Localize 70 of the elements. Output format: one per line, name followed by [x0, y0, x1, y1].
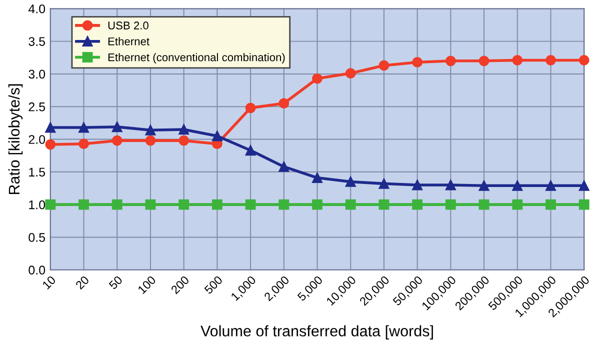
point	[78, 122, 89, 133]
legend-label: Ethernet	[108, 37, 150, 46]
point	[145, 135, 156, 146]
point	[578, 199, 590, 210]
point	[112, 122, 122, 132]
point	[512, 199, 523, 210]
point	[245, 145, 256, 156]
point	[578, 180, 590, 191]
point	[312, 199, 322, 210]
x-tick-label: 200	[170, 275, 190, 294]
y-tick-label: 1.0	[29, 200, 46, 210]
legend-label: Ethernet (conventional combination)	[108, 53, 285, 64]
point	[445, 56, 456, 66]
point	[478, 180, 490, 191]
point	[278, 161, 290, 172]
point	[78, 138, 89, 150]
point	[212, 199, 222, 210]
point	[412, 56, 423, 68]
point	[178, 124, 190, 135]
point	[478, 199, 490, 210]
point	[278, 199, 290, 210]
legend-label: USB 2.0	[108, 22, 148, 30]
point	[245, 199, 256, 210]
y-tick-label: 4.0	[28, 4, 46, 14]
point	[78, 199, 89, 210]
point	[546, 199, 556, 210]
y-tick-label: 0.5	[28, 233, 46, 242]
point	[145, 124, 156, 136]
y-tick-label: 1.5	[29, 168, 46, 177]
point	[212, 130, 222, 142]
point	[412, 199, 423, 210]
point	[178, 199, 190, 210]
point	[345, 68, 356, 79]
x-tick-label: 50	[108, 275, 123, 290]
point	[578, 55, 590, 66]
point	[45, 139, 56, 150]
x-axis-title: Volume of transferred data [words]	[200, 325, 433, 340]
point	[178, 135, 190, 146]
point	[546, 55, 556, 66]
point	[378, 60, 390, 71]
x-tick-label: 20	[75, 275, 90, 290]
point	[112, 135, 122, 146]
point	[512, 55, 523, 66]
point	[245, 102, 256, 114]
point	[445, 199, 456, 210]
point	[278, 98, 290, 109]
x-tick-label: 10	[42, 275, 56, 290]
y-axis-title: Ratio [kilobyte/s]	[8, 84, 23, 194]
point	[45, 199, 56, 210]
point	[312, 172, 322, 184]
point	[112, 199, 122, 210]
y-tick-label: 2.0	[28, 135, 46, 144]
point	[378, 178, 390, 189]
point	[345, 199, 356, 210]
y-tick-label: 2.5	[28, 102, 46, 112]
x-tick-label: 500	[204, 275, 223, 294]
y-tick-label: 3.0	[28, 70, 46, 79]
point	[512, 180, 523, 191]
point	[478, 56, 490, 66]
point	[312, 73, 322, 84]
point	[45, 122, 56, 133]
x-tick-label: 100	[137, 275, 156, 294]
y-tick-label: 0.0	[28, 266, 46, 275]
point	[345, 176, 356, 187]
y-tick-label: 3.5	[28, 37, 46, 46]
point	[445, 180, 456, 190]
point	[145, 199, 156, 210]
point	[546, 180, 556, 191]
point	[412, 180, 423, 190]
point	[378, 199, 390, 210]
